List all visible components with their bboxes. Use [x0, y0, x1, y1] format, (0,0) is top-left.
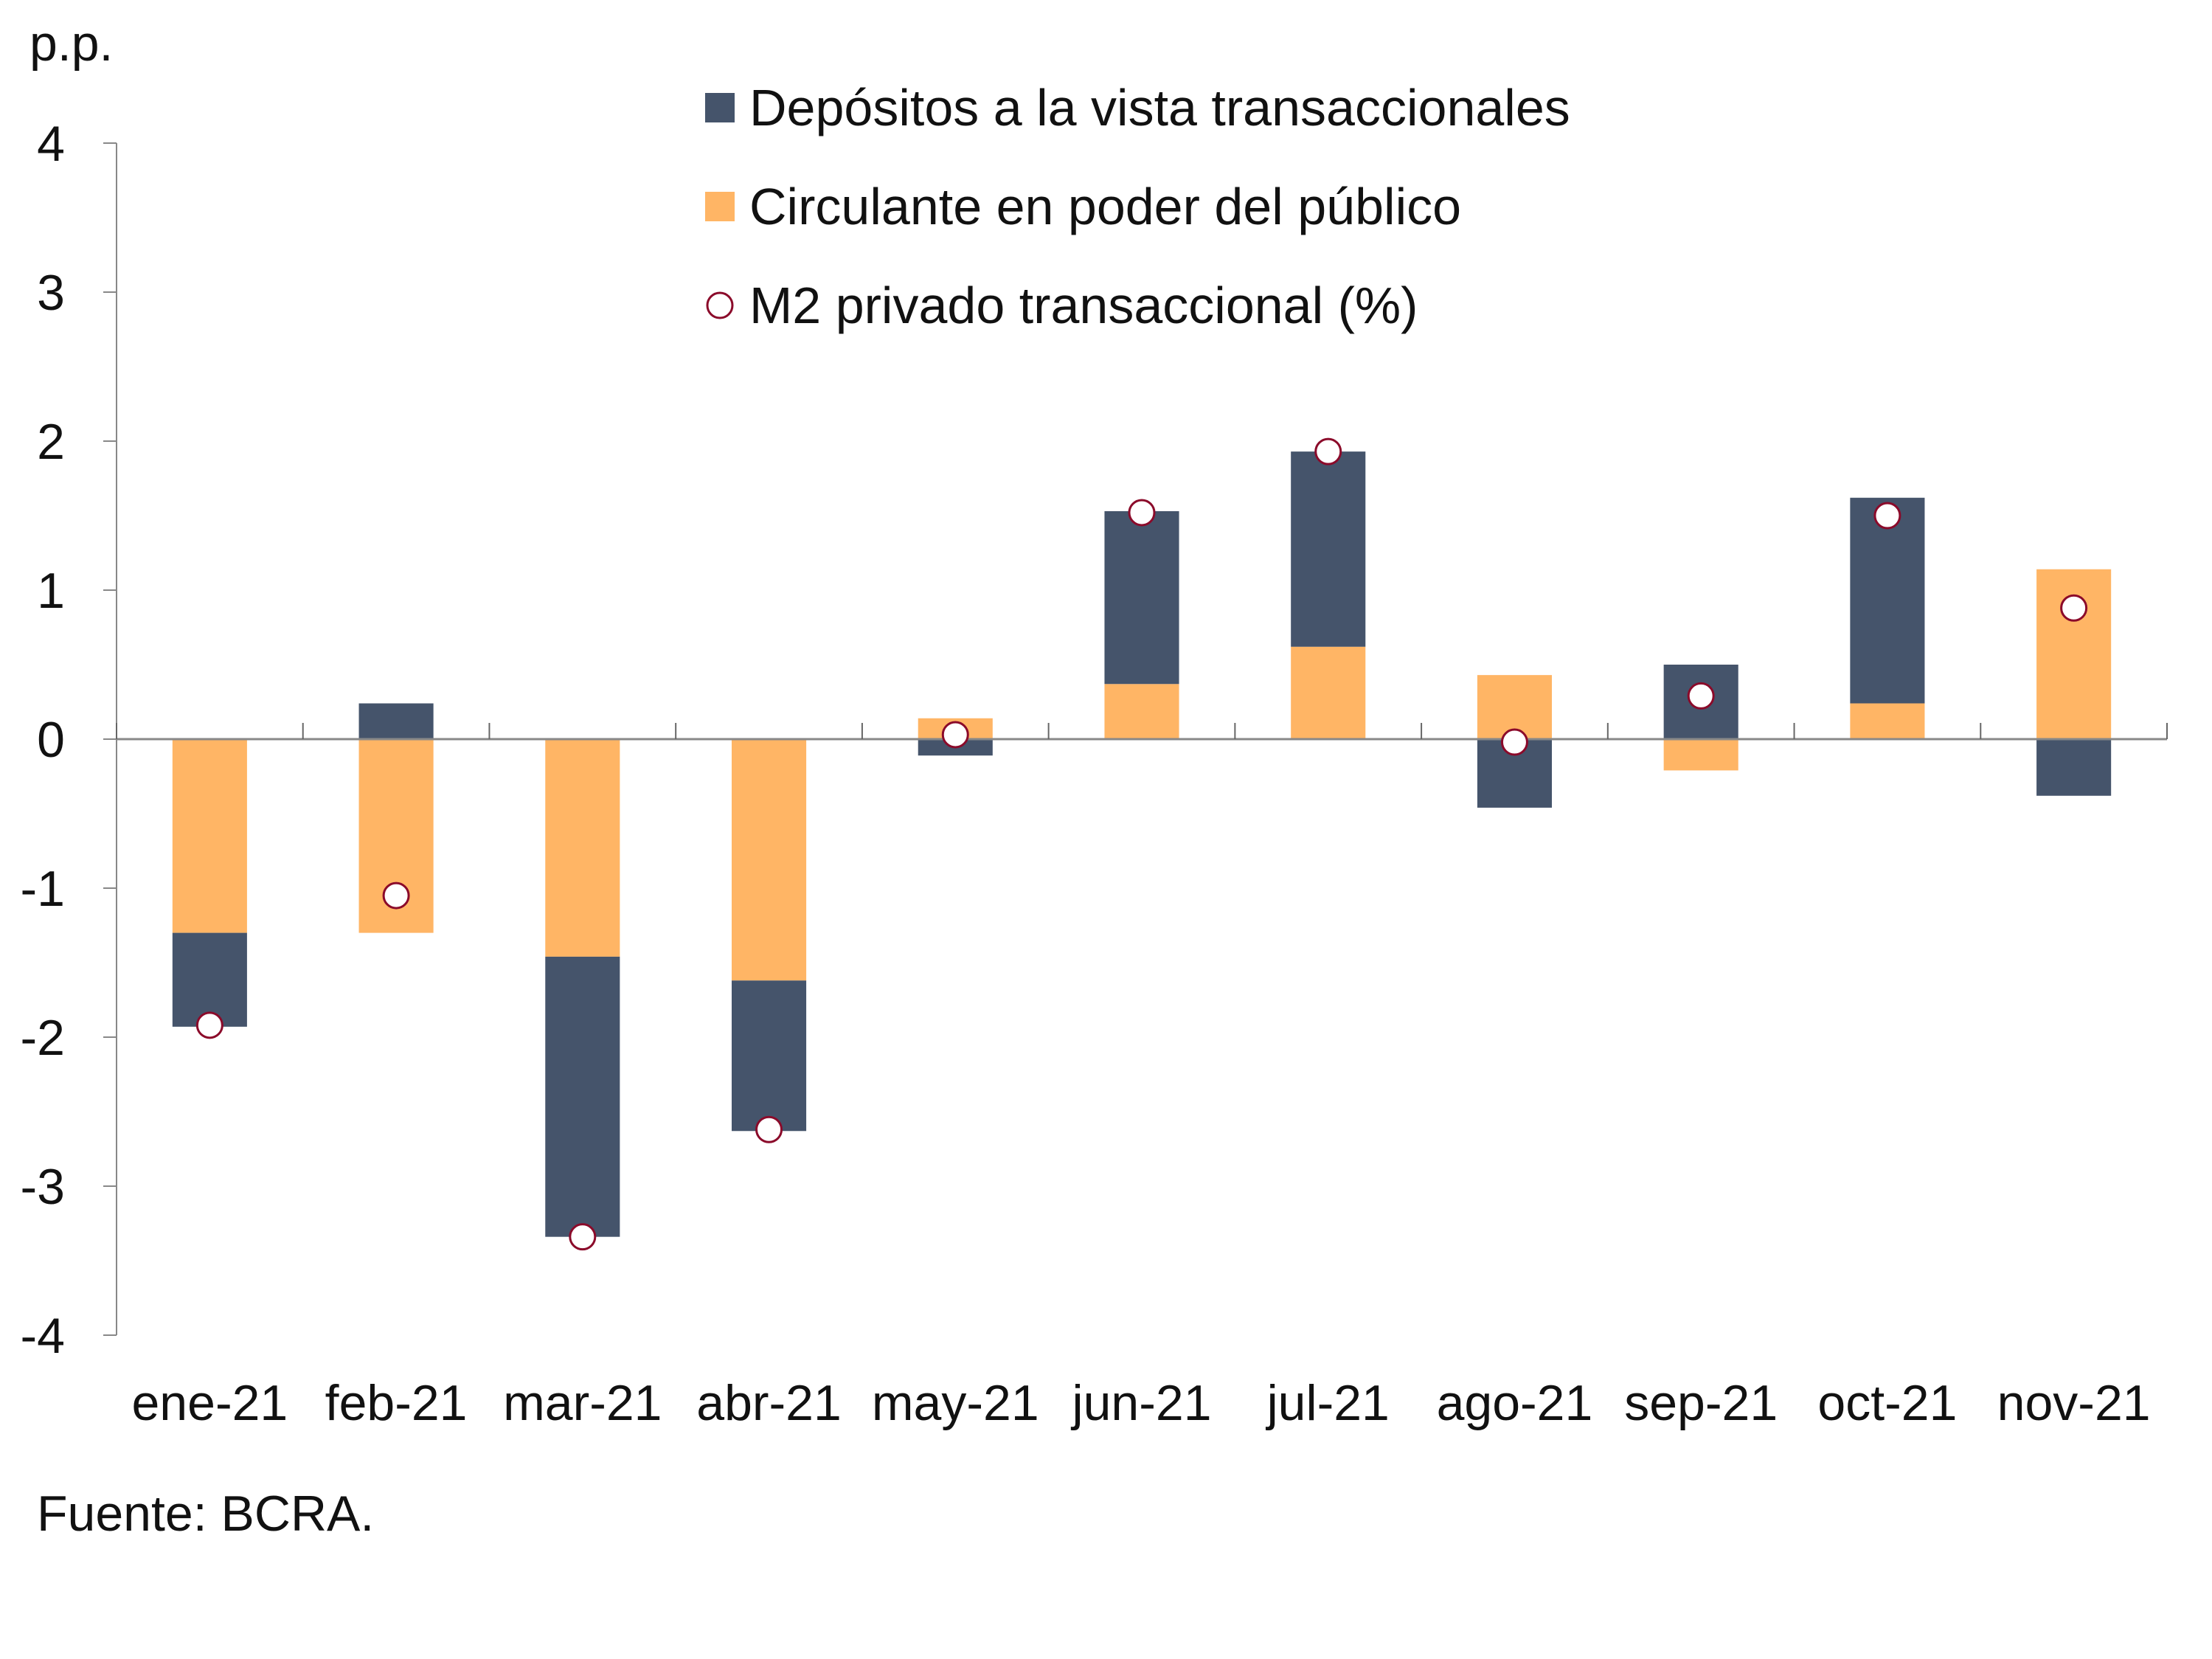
bar-circulante-ago-21: [1477, 675, 1552, 739]
x-tick-label: nov-21: [1997, 1375, 2151, 1431]
legend: Depósitos a la vista transaccionales Circ…: [705, 79, 1570, 334]
axes: [116, 143, 2168, 1335]
x-tick-label: sep-21: [1624, 1375, 1778, 1431]
x-axis-labels: ene-21 feb-21 mar-21 abr-21 may-21 jun-21 jul-…: [131, 1375, 2150, 1431]
y-tick-label: -3: [21, 1159, 65, 1215]
bar-depositos-mar-21: [545, 956, 620, 1237]
x-tick-label: ago-21: [1437, 1375, 1593, 1431]
y-axis: 4 3 2 1 0 -1 -2 -3 -4: [21, 116, 117, 1364]
bar-depositos-ene-21: [172, 932, 247, 1027]
legend-label: Depósitos a la vista transaccionales: [749, 79, 1570, 136]
legend-label: Circulante en poder del público: [749, 178, 1461, 235]
bar-circulante-oct-21: [1850, 703, 1925, 739]
marker-m2-jun-21: [1128, 499, 1156, 527]
x-tick-label: feb-21: [325, 1375, 468, 1431]
bar-circulante-abr-21: [732, 739, 807, 981]
marker-m2-ago-21: [1500, 728, 1528, 756]
legend-marker: [706, 291, 734, 319]
y-tick-label: -2: [21, 1010, 65, 1066]
marker-m2-mar-21: [569, 1223, 597, 1251]
y-tick-label: 2: [37, 414, 65, 470]
marker-m2-may-21: [941, 721, 969, 749]
bar-circulante-jun-21: [1104, 684, 1179, 739]
legend-swatch: [705, 93, 735, 122]
marker-m2-ene-21: [195, 1011, 223, 1039]
marker-m2-jul-21: [1314, 437, 1342, 465]
x-tick-label: jun-21: [1070, 1375, 1211, 1431]
x-tick-label: mar-21: [503, 1375, 662, 1431]
marker-m2-oct-21: [1873, 502, 1901, 530]
bar-depositos-abr-21: [732, 980, 807, 1132]
legend-swatch: [705, 192, 735, 221]
bar-depositos-feb-21: [358, 703, 434, 739]
y-axis-unit-label: p.p.: [30, 15, 113, 72]
y-tick-label: 3: [37, 265, 65, 321]
legend-label: M2 privado transaccional (%): [749, 277, 1418, 334]
y-tick-label: -4: [21, 1308, 65, 1364]
bar-depositos-oct-21: [1850, 497, 1925, 704]
bar-circulante-sep-21: [1663, 739, 1738, 771]
x-tick-label: oct-21: [1817, 1375, 1957, 1431]
source-note: Fuente: BCRA.: [37, 1486, 374, 1542]
bar-circulante-jul-21: [1291, 646, 1366, 739]
bars: [172, 451, 2112, 1237]
bar-depositos-jul-21: [1291, 451, 1366, 647]
y-tick-label: 1: [37, 563, 65, 619]
x-tick-label: abr-21: [696, 1375, 842, 1431]
bar-depositos-jun-21: [1104, 510, 1179, 685]
y-tick-label: 0: [37, 712, 65, 768]
x-tick-label: ene-21: [131, 1375, 288, 1431]
y-tick-label: 4: [37, 116, 65, 172]
marker-m2-nov-21: [2060, 594, 2088, 622]
bar-circulante-ene-21: [172, 739, 247, 933]
bar-circulante-mar-21: [545, 739, 620, 957]
marker-m2-abr-21: [755, 1115, 783, 1143]
marker-m2-sep-21: [1687, 682, 1715, 710]
x-tick-label: may-21: [872, 1375, 1039, 1431]
y-tick-label: -1: [21, 861, 65, 917]
markers: [195, 437, 2088, 1251]
x-tick-label: jul-21: [1266, 1375, 1390, 1431]
bar-depositos-nov-21: [2036, 739, 2112, 796]
marker-m2-feb-21: [382, 882, 410, 910]
